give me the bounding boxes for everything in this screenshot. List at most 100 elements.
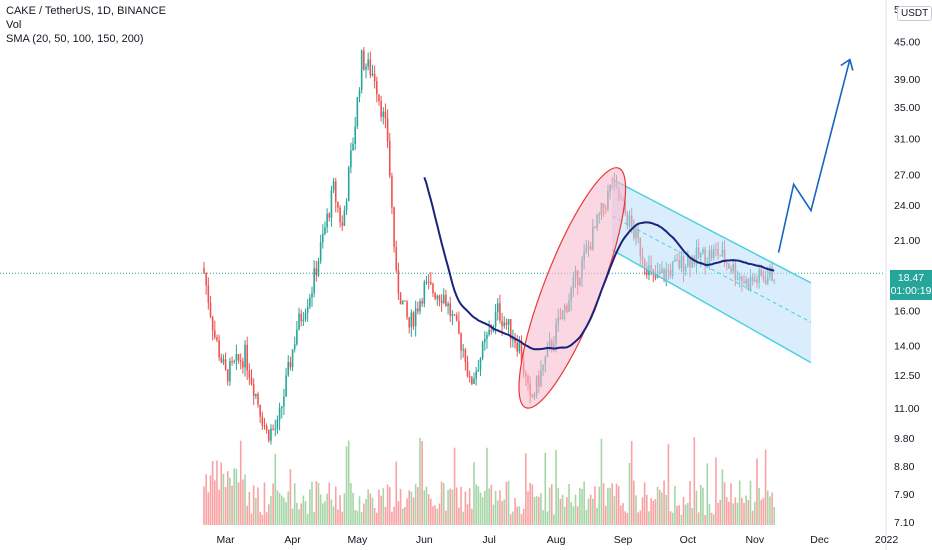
volume-bar (486, 447, 488, 525)
candle-body (447, 303, 449, 307)
volume-bar (371, 497, 374, 525)
volume-bar (566, 497, 568, 525)
candle-body (257, 393, 259, 405)
time-axis[interactable]: Mar Apr May Jun Jul Aug Sep Oct Nov Dec 2022 (217, 534, 899, 546)
volume-bar (471, 508, 473, 525)
candle-body (259, 404, 261, 417)
volume-bar (293, 483, 296, 525)
price-tick-label: 9.80 (894, 433, 915, 445)
candle-body (455, 315, 458, 321)
volume-bar (715, 457, 717, 525)
candle-body (322, 234, 324, 243)
volume-bar (324, 501, 326, 525)
volume-bar (319, 494, 322, 525)
volume-bar (570, 502, 572, 525)
volume-bar (438, 503, 441, 525)
volume-bar (455, 487, 458, 525)
volume-bar (527, 491, 529, 525)
volume-bar (252, 485, 255, 525)
price-tick-label: 24.00 (894, 200, 920, 212)
volume-bar (363, 503, 365, 525)
volume-label[interactable]: Vol (6, 19, 22, 31)
volume-bar (669, 511, 672, 525)
volume-bar (598, 486, 601, 525)
volume-bar (766, 490, 769, 525)
symbol-title[interactable]: CAKE / TetherUS, 1D, BINANCE (6, 5, 166, 17)
volume-bar (702, 487, 704, 525)
volume-bar (300, 503, 302, 525)
candle-body (354, 126, 356, 144)
volume-bar (246, 505, 248, 525)
volume-bar (641, 497, 644, 525)
volume-bar (654, 499, 657, 525)
volume-bar (589, 494, 592, 525)
volume-bar (430, 498, 432, 525)
volume-bar (734, 497, 737, 525)
volume-bar (274, 453, 277, 525)
chart-legend: CAKE / TetherUS, 1D, BINANCE Vol SMA (20… (6, 4, 166, 46)
candle-body (488, 329, 490, 335)
currency-badge[interactable]: USDT (897, 6, 932, 21)
volume-bar (265, 512, 268, 525)
time-tick-label: Nov (745, 534, 764, 546)
candle-body (471, 377, 473, 385)
price-axis[interactable]: 51.0045.0039.0035.0031.0027.0024.0021.00… (885, 0, 920, 550)
candle-body (285, 375, 287, 397)
volume-bar (388, 487, 391, 525)
moving-average-label[interactable]: SMA (20, 50, 100, 150, 200) (6, 33, 144, 45)
time-tick-label: May (347, 534, 368, 546)
volume-bar (393, 506, 395, 525)
candle-body (363, 50, 365, 70)
volume-bar (637, 512, 639, 525)
volume-bar (408, 490, 410, 525)
candle-body (237, 354, 240, 361)
volume-bar (242, 479, 244, 525)
volume-bar (602, 483, 605, 525)
volume-bar (682, 496, 685, 525)
drawings (0, 58, 885, 409)
price-tick-label: 31.00 (894, 134, 920, 146)
volume-bar (721, 469, 724, 525)
volume-bar (339, 495, 341, 525)
volume-bar (736, 502, 739, 525)
volume-bar (484, 490, 486, 525)
candle-body (484, 338, 486, 343)
volume-bar (717, 502, 719, 525)
volume-bar (326, 493, 328, 525)
volume-bar (257, 487, 259, 525)
volume-bar (745, 495, 747, 525)
candle-body (423, 281, 426, 304)
candle-body (432, 283, 434, 294)
volume-bar (751, 510, 754, 525)
volume-bar (576, 506, 579, 525)
volume-bar (401, 508, 404, 525)
candle-body (203, 267, 205, 274)
volume-bar (773, 507, 776, 525)
candle-body (274, 428, 277, 430)
volume-bar (706, 463, 709, 525)
volume-bar (268, 504, 270, 525)
volume-bar (337, 509, 339, 525)
volume-bar (451, 489, 454, 525)
volume-bar (222, 473, 225, 525)
candle-body (358, 89, 361, 98)
volume-bar (708, 504, 711, 525)
candle-body (440, 300, 443, 303)
candle-body (302, 319, 305, 322)
time-tick-label: Sep (614, 534, 633, 546)
candle-body (419, 301, 421, 312)
volume-bar (237, 482, 240, 525)
candle-body (345, 201, 348, 211)
price-tick-label: 45.00 (894, 37, 920, 49)
volume-bar (468, 488, 471, 525)
volume-bar (633, 480, 635, 525)
volume-bar (440, 481, 443, 525)
candle-body (304, 312, 307, 320)
volume-bar (205, 474, 207, 525)
volume-bar (436, 508, 439, 525)
volume-bar (695, 490, 698, 525)
volume-bar (386, 484, 389, 525)
price-tick-label: 16.00 (894, 306, 920, 318)
candle-body (462, 349, 464, 351)
